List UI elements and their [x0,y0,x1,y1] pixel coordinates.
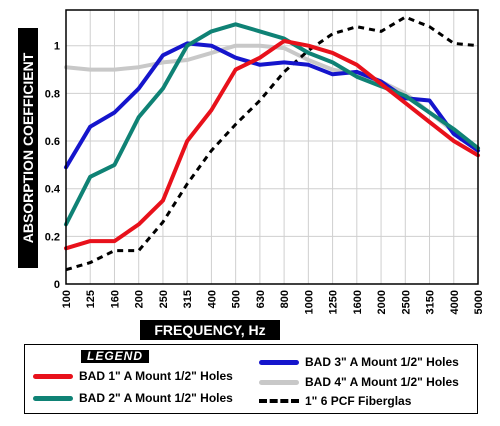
legend-title: LEGEND [81,350,150,363]
x-tick-label: 800 [279,290,291,308]
y-tick-labels: 0 0.2 0.4 0.6 0.8 1 [45,41,61,291]
series-line-0 [64,39,480,251]
plot-frame [65,9,479,285]
x-tick-label: 2000 [376,290,388,314]
legend-label-2: BAD 3" A Mount 1/2" Holes [305,355,459,369]
legend-swatch-3 [259,379,299,385]
series-line-4 [65,15,479,272]
x-tick-label: 630 [255,290,267,308]
x-tick-label: 160 [109,290,121,308]
x-tick-label: 100 [61,290,73,308]
legend-entry-series-4: 1" 6 PCF Fiberglas [259,393,411,409]
legend-swatch-4 [259,399,299,403]
legend-entry-series-2: BAD 3" A Mount 1/2" Holes [259,354,459,370]
legend-label-3: BAD 4" A Mount 1/2" Holes [305,375,459,389]
legend-swatch-0 [33,373,73,379]
series-layer [64,15,480,272]
x-axis-title-bg [140,320,280,340]
legend-entry-series-3: BAD 4" A Mount 1/2" Holes [259,374,459,390]
y-tick-label: 0.4 [45,184,61,196]
legend-entry-series-0: BAD 1" A Mount 1/2" Holes [33,368,233,384]
x-tick-label: 2500 [400,290,412,314]
x-tick-label: 315 [182,290,194,308]
x-tick-label: 5000 [473,290,485,314]
legend-label-1: BAD 2" A Mount 1/2" Holes [79,391,233,405]
y-tick-label: 0.6 [45,136,60,148]
legend-entry-series-1: BAD 2" A Mount 1/2" Holes [33,390,233,406]
series-line-1 [64,22,480,227]
x-tick-label: 1000 [303,290,315,314]
legend-swatch-1 [33,395,73,401]
plot-area [66,10,478,284]
x-tick-label: 3150 [425,290,437,314]
y-axis-title-bg [18,28,38,268]
x-tick-label: 1600 [352,290,364,314]
absorption-chart: 0 0.2 0.4 0.6 0.8 1 100 125 160 200 250 315 400 500 6… [18,9,485,340]
x-axis-title: FREQUENCY, Hz [154,322,265,338]
x-tick-label: 400 [206,290,218,308]
legend-swatch-2 [259,359,299,365]
x-tick-label: 500 [231,290,243,308]
y-tick-label: 0.2 [45,231,60,243]
x-tick-label: 125 [85,290,97,308]
legend-label-4: 1" 6 PCF Fiberglas [305,394,412,408]
x-tick-labels: 100 125 160 200 250 315 400 500 630 800 1000 1250 16… [61,290,485,314]
x-tick-label: 200 [134,290,146,308]
x-tick-label: 4000 [449,290,461,314]
y-axis-title: ABSORPTION COEFFICIENT [20,52,36,243]
y-tick-label: 0 [54,279,60,291]
y-tick-label: 0.8 [45,88,60,100]
x-tick-label: 1250 [328,290,340,314]
x-tick-label: 250 [158,290,170,308]
y-tick-label: 1 [54,41,60,53]
legend: LEGEND BAD 1" A Mount 1/2" Holes BAD 2" … [24,344,478,414]
legend-label-0: BAD 1" A Mount 1/2" Holes [79,369,233,383]
